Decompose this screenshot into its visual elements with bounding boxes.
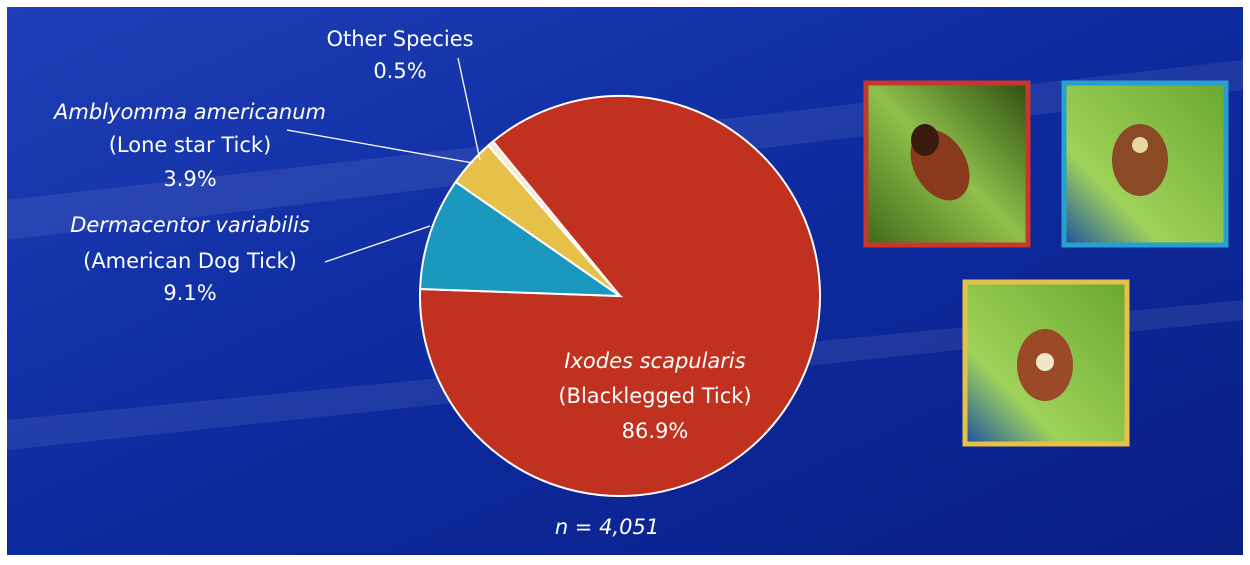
slice-value-label: 9.1% <box>163 281 216 305</box>
photo-dog-tick <box>863 80 1031 248</box>
sample-size-note: n = 4,051 <box>555 515 659 539</box>
slice-value-label: 3.9% <box>163 167 216 191</box>
slice-value-label: 86.9% <box>622 419 689 443</box>
slice-common-name: (Lone star Tick) <box>109 133 272 157</box>
leader-line <box>457 57 481 161</box>
pie <box>419 95 821 497</box>
slice-common-name: (Blacklegged Tick) <box>558 384 751 408</box>
leader-line <box>324 225 431 263</box>
pie-slice <box>486 140 621 297</box>
slice-label: Other Species <box>326 27 473 51</box>
photo-lone-star-tick <box>1061 80 1229 248</box>
leader-line <box>286 129 474 164</box>
pie-slice <box>419 180 624 298</box>
slice-common-name: (American Dog Tick) <box>83 249 297 273</box>
photo-blacklegged-tick <box>962 279 1130 447</box>
slice-label: Dermacentor variabilis <box>70 213 310 237</box>
slice-label: Ixodes scapularis <box>564 349 746 373</box>
slice-label: Amblyomma americanum <box>52 100 326 124</box>
slice-value-label: 0.5% <box>373 59 426 83</box>
